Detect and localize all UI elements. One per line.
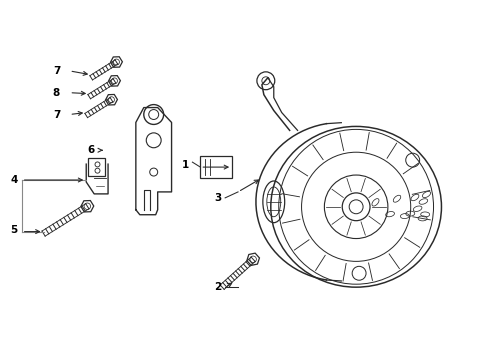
Text: 6: 6	[87, 145, 95, 155]
Text: 2: 2	[214, 282, 222, 292]
Text: 4: 4	[10, 175, 18, 185]
Text: 7: 7	[53, 66, 60, 76]
Text: 3: 3	[214, 193, 222, 203]
Text: 5: 5	[10, 225, 18, 235]
Text: 8: 8	[53, 88, 60, 98]
Text: 1: 1	[182, 160, 189, 170]
Text: 7: 7	[53, 109, 60, 120]
